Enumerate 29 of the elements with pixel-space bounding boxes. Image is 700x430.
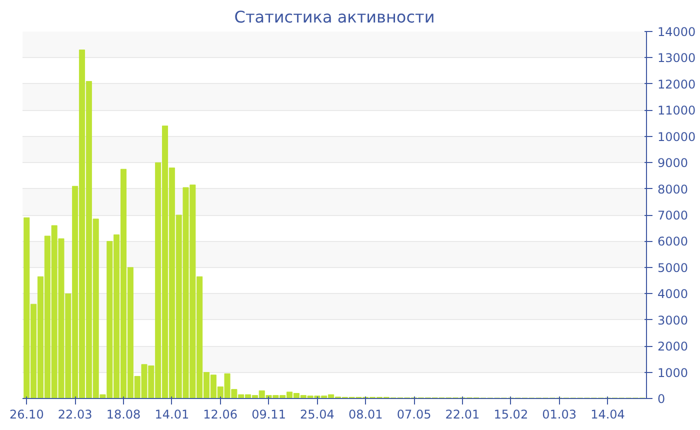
y-tick-label: 4000 — [658, 287, 688, 302]
x-tick-label: 14.01 — [154, 408, 190, 422]
y-tick-label: 10000 — [658, 130, 696, 144]
y-tick-label: 0 — [658, 392, 666, 406]
x-tick-label: 25.04 — [300, 408, 334, 422]
y-tick-label: 5000 — [658, 260, 688, 275]
y-tick-label: 9000 — [658, 156, 688, 170]
y-tick-label: 11000 — [658, 104, 696, 118]
x-tick-label: 07.05 — [396, 408, 432, 422]
x-tick-label: 26.10 — [9, 408, 44, 422]
y-tick-label: 3000 — [658, 313, 688, 328]
y-tick-label: 8000 — [658, 182, 688, 196]
x-tick-label: 22.03 — [58, 408, 92, 422]
y-tick-label: 1000 — [658, 366, 688, 380]
y-tick-label: 13000 — [658, 51, 696, 66]
x-tick-label: 08.01 — [348, 408, 383, 422]
x-tick-label: 01.03 — [542, 408, 577, 422]
y-tick-label: 12000 — [658, 77, 696, 92]
chart-title: Статистика активности — [234, 8, 435, 26]
y-tick-label: 7000 — [658, 208, 688, 222]
x-tick-label: 12.06 — [203, 408, 238, 422]
y-tick-label: 2000 — [658, 340, 688, 354]
x-tick-label: 15.02 — [494, 408, 528, 422]
y-tick-label: 14000 — [658, 25, 696, 39]
x-tick-label: 14.04 — [590, 408, 625, 422]
x-tick-label: 09.11 — [252, 408, 286, 422]
x-tick-label: 22.01 — [445, 408, 480, 422]
y-tick-label: 6000 — [658, 234, 688, 249]
x-tick-label: 18.08 — [106, 408, 141, 422]
